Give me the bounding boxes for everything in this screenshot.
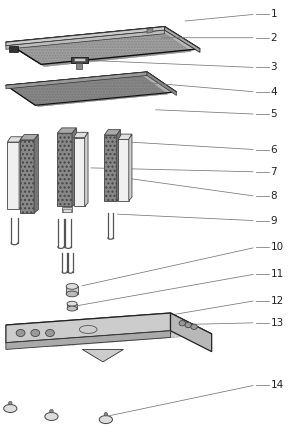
Polygon shape <box>82 349 123 362</box>
Ellipse shape <box>67 301 77 306</box>
Ellipse shape <box>16 329 25 337</box>
Polygon shape <box>57 133 72 206</box>
Text: 6: 6 <box>270 145 277 155</box>
Ellipse shape <box>45 412 58 420</box>
Ellipse shape <box>50 409 53 413</box>
Polygon shape <box>85 132 88 206</box>
Polygon shape <box>6 30 165 49</box>
Ellipse shape <box>4 404 17 412</box>
Polygon shape <box>6 72 147 89</box>
Ellipse shape <box>46 329 54 337</box>
Polygon shape <box>171 313 212 352</box>
Polygon shape <box>71 57 88 63</box>
Polygon shape <box>62 207 72 212</box>
Text: 13: 13 <box>270 318 284 328</box>
Polygon shape <box>34 135 38 213</box>
Polygon shape <box>72 128 76 206</box>
Polygon shape <box>118 134 132 139</box>
Ellipse shape <box>179 321 186 326</box>
Ellipse shape <box>66 291 78 297</box>
Ellipse shape <box>79 325 97 333</box>
Polygon shape <box>20 140 34 213</box>
Polygon shape <box>118 139 129 201</box>
Polygon shape <box>104 135 117 201</box>
Polygon shape <box>63 209 71 212</box>
Polygon shape <box>6 72 176 105</box>
Polygon shape <box>66 286 78 294</box>
Polygon shape <box>6 27 200 64</box>
Polygon shape <box>6 313 171 343</box>
Ellipse shape <box>191 324 197 329</box>
Ellipse shape <box>9 401 12 405</box>
Polygon shape <box>15 316 197 347</box>
Polygon shape <box>6 331 171 349</box>
Ellipse shape <box>104 412 108 416</box>
Polygon shape <box>7 137 23 142</box>
Polygon shape <box>67 304 77 309</box>
Polygon shape <box>6 27 165 46</box>
Text: 4: 4 <box>270 87 277 97</box>
Text: 3: 3 <box>270 63 277 72</box>
Polygon shape <box>9 75 168 107</box>
Ellipse shape <box>31 329 40 337</box>
Polygon shape <box>117 130 121 201</box>
Polygon shape <box>104 130 121 135</box>
Polygon shape <box>147 72 176 95</box>
Polygon shape <box>12 29 191 67</box>
Ellipse shape <box>99 416 112 424</box>
Ellipse shape <box>66 284 78 289</box>
Polygon shape <box>147 28 153 33</box>
Polygon shape <box>76 63 82 69</box>
Text: 9: 9 <box>270 216 277 226</box>
Text: 2: 2 <box>270 33 277 43</box>
Text: 8: 8 <box>270 191 277 201</box>
Polygon shape <box>74 132 88 138</box>
Text: 7: 7 <box>270 167 277 177</box>
Polygon shape <box>74 138 85 206</box>
Polygon shape <box>57 128 76 133</box>
Polygon shape <box>20 135 38 140</box>
Text: 14: 14 <box>270 380 284 390</box>
Ellipse shape <box>67 306 77 311</box>
Polygon shape <box>129 134 132 201</box>
Text: 1: 1 <box>270 9 277 19</box>
Text: 5: 5 <box>270 109 277 119</box>
Polygon shape <box>19 137 23 209</box>
Ellipse shape <box>185 322 191 328</box>
Text: 12: 12 <box>270 296 284 305</box>
Polygon shape <box>165 27 200 52</box>
Polygon shape <box>6 313 212 345</box>
Polygon shape <box>7 142 19 209</box>
Polygon shape <box>74 58 85 61</box>
Text: 10: 10 <box>270 242 284 252</box>
Polygon shape <box>9 46 18 52</box>
Text: 11: 11 <box>270 269 284 279</box>
